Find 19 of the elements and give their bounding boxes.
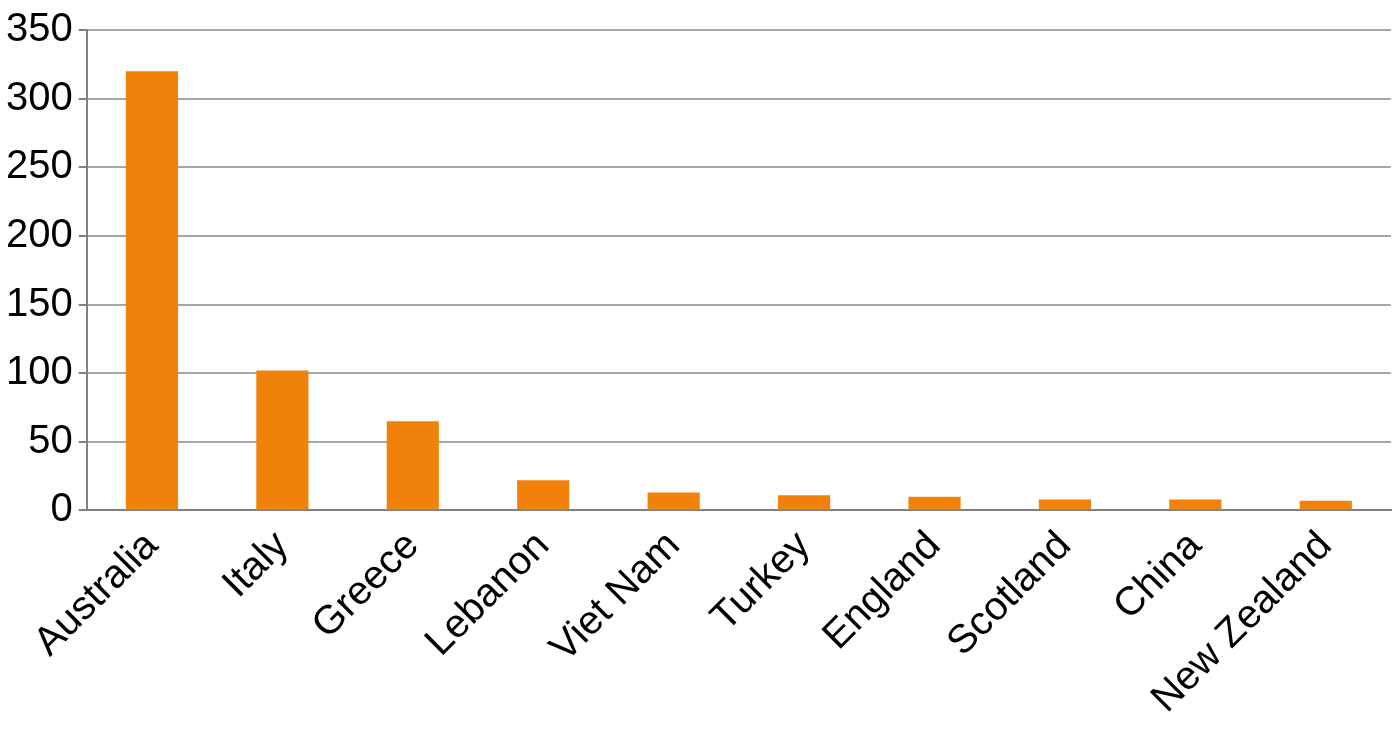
y-tick-label: 250 — [5, 142, 73, 187]
bar — [256, 370, 309, 510]
y-tick-label: 350 — [5, 5, 73, 50]
y-tick-label: 150 — [5, 279, 73, 324]
bar — [1038, 499, 1092, 510]
x-tick-label: Italy — [212, 521, 296, 605]
y-tick-label: 300 — [5, 73, 73, 118]
bar — [778, 495, 831, 510]
y-tick-label: 200 — [5, 210, 73, 255]
y-tick-label: 50 — [28, 416, 73, 461]
bar — [647, 492, 700, 510]
y-tick-label: 0 — [50, 485, 73, 530]
bar — [386, 421, 439, 510]
bar — [517, 480, 570, 510]
bar — [1169, 499, 1222, 510]
bar — [125, 71, 179, 510]
bar — [908, 496, 961, 510]
bar — [1299, 500, 1352, 510]
y-tick-label: 100 — [5, 348, 73, 393]
